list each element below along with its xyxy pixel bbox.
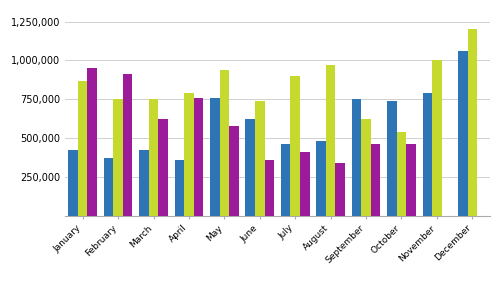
- Bar: [432, 60, 442, 216]
- Bar: [68, 150, 78, 216]
- Bar: [362, 120, 371, 216]
- Bar: [123, 75, 132, 216]
- Bar: [229, 126, 238, 216]
- Bar: [316, 141, 326, 216]
- Bar: [290, 76, 300, 216]
- Bar: [352, 99, 362, 216]
- Bar: [336, 163, 345, 216]
- Bar: [78, 81, 88, 216]
- Bar: [104, 158, 114, 216]
- Bar: [194, 98, 203, 216]
- Bar: [396, 132, 406, 216]
- Bar: [406, 144, 416, 216]
- Bar: [422, 93, 432, 216]
- Bar: [184, 93, 194, 216]
- Bar: [114, 99, 123, 216]
- Bar: [149, 99, 158, 216]
- Bar: [458, 51, 468, 216]
- Bar: [210, 98, 220, 216]
- Bar: [139, 150, 149, 216]
- Bar: [387, 101, 396, 216]
- Bar: [326, 65, 336, 216]
- Bar: [468, 30, 477, 216]
- Bar: [281, 144, 290, 216]
- Bar: [255, 101, 264, 216]
- Bar: [88, 68, 97, 216]
- Bar: [246, 119, 255, 216]
- Bar: [300, 152, 310, 216]
- Bar: [264, 160, 274, 216]
- Bar: [158, 120, 168, 216]
- Bar: [174, 160, 184, 216]
- Bar: [371, 144, 380, 216]
- Bar: [220, 70, 229, 216]
